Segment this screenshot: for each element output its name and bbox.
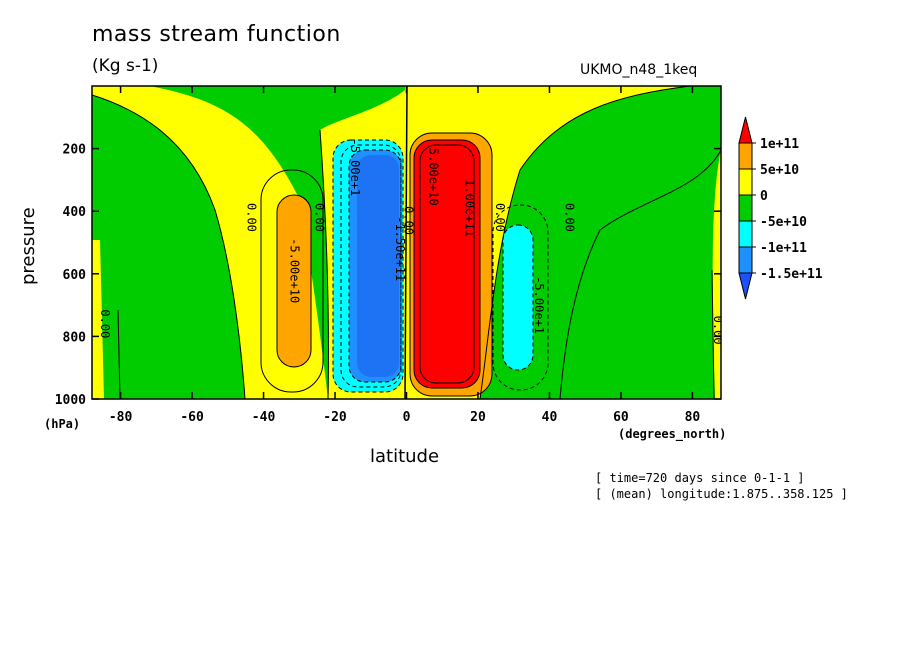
legend-swatch [738,246,753,274]
contour-labels: 0.00-5.00e+100.00-5.00e+1-1.50e+110.005.… [98,138,725,345]
y-tick-label: 400 [63,205,87,220]
zero-band-south [92,86,328,399]
y-axis: 200 400 600 800 1000 [55,143,721,408]
chart-title: mass stream function [92,22,341,47]
x-tick-label: -60 [180,410,204,425]
contour-label: 0.00 [711,316,725,345]
contour-label: -5.00e+1 [532,276,546,334]
contour-label: 0.00 [563,203,577,232]
legend-label: -1e+11 [760,241,807,256]
y-tick-label: 800 [63,330,87,345]
y-tick-label: 200 [63,143,87,158]
contour-label: 1.00e+11 [462,179,476,237]
legend-swatch [738,142,753,170]
x-tick-label: 80 [685,410,701,425]
contour-label: 0.00 [244,203,258,232]
cell-red [414,140,480,388]
contour-label: 0.00 [312,203,326,232]
contour-label: 5.00e+10 [427,148,441,206]
x-tick-label: 0 [403,410,411,425]
contour-label: -5.00e+10 [287,238,301,303]
contour-label: 0.00 [402,206,416,235]
x-tick-label: -80 [109,410,133,425]
legend-swatch [738,116,753,144]
y-axis-unit: (hPa) [44,417,81,431]
x-axis-label: latitude [370,446,440,467]
x-axis: -80 -60 -40 -20 0 20 40 60 80 [109,86,701,425]
legend-swatch [738,194,753,222]
plot-area: 0.00-5.00e+100.00-5.00e+1-1.50e+110.005.… [92,86,725,399]
x-tick-label: 20 [470,410,486,425]
legend-swatch [738,272,753,300]
x-tick-label: 60 [613,410,629,425]
legend-swatch [738,220,753,248]
legend-label: 0 [760,189,768,204]
cell-north-cyan [503,225,533,370]
longitude-annotation: [ (mean) longitude:1.875..358.125 ] [595,487,848,501]
legend-swatch [738,168,753,196]
contour-label: 0.00 [493,203,507,232]
chart-units: (Kg s-1) [92,56,159,76]
cell-south-orange [277,195,311,367]
color-legend: 1e+11 5e+10 0 -5e+10 -1e+11 -1.5e+11 [738,116,823,300]
x-axis-unit: (degrees_north) [618,427,727,441]
contour-label: 0.00 [98,309,112,338]
y-tick-label: 600 [63,268,87,283]
contour-lines [92,86,721,399]
x-tick-label: -40 [252,410,276,425]
legend-label: -1.5e+11 [760,267,823,282]
legend-label: 1e+11 [760,137,799,152]
x-tick-label: 40 [542,410,558,425]
contour-label: -1.50e+11 [393,216,407,281]
run-label: UKMO_n48_1keq [580,62,698,78]
legend-label: -5e+10 [760,215,807,230]
y-tick-label: 1000 [55,393,86,408]
contour-label: -5.00e+1 [348,138,362,196]
x-tick-label: -20 [323,410,347,425]
negative-region-north [480,86,721,399]
time-annotation: [ time=720 days since 0-1-1 ] [595,471,805,485]
legend-label: 5e+10 [760,163,799,178]
